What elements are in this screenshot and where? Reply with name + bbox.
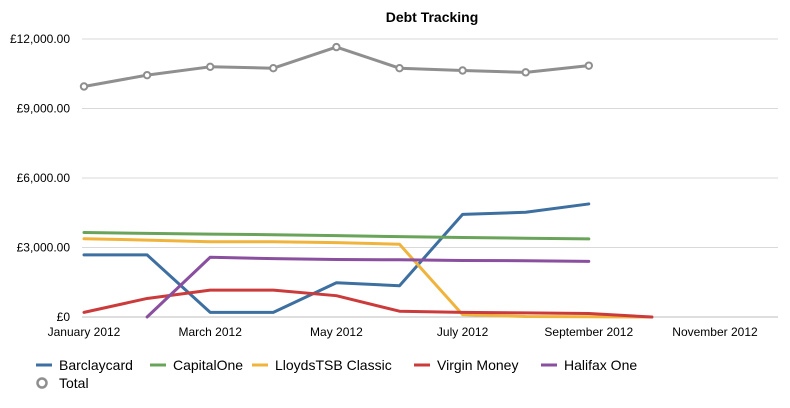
data-point-total bbox=[521, 68, 530, 77]
y-tick-label: £6,000.00 bbox=[17, 171, 71, 185]
legend-label: Virgin Money bbox=[437, 357, 518, 373]
x-tick-label: July 2012 bbox=[437, 325, 489, 339]
legend-item-halifax-one: Halifax One bbox=[541, 357, 637, 373]
series-capitalone bbox=[82, 230, 591, 241]
series-line-lloydstsb-classic bbox=[82, 237, 654, 319]
series-barclaycard bbox=[82, 202, 591, 314]
x-tick-label: November 2012 bbox=[672, 325, 758, 339]
data-point-total bbox=[332, 42, 341, 52]
data-point-total bbox=[79, 82, 89, 91]
data-point-total bbox=[584, 61, 593, 70]
legend-item-barclaycard: Barclaycard bbox=[36, 357, 133, 373]
legend-label: Total bbox=[59, 375, 89, 391]
series-line-capitalone bbox=[82, 230, 591, 241]
legend-item-virgin-money: Virgin Money bbox=[414, 357, 518, 373]
x-axis-tick-labels: January 2012 March 2012 May 2012 July 2012 S… bbox=[48, 325, 758, 339]
legend-item-capitalone: CapitalOne bbox=[150, 357, 243, 373]
legend-item-lloydstsb-classic: LloydsTSB Classic bbox=[252, 357, 392, 373]
series-halifax-one bbox=[145, 255, 591, 319]
y-tick-label: £3,000.00 bbox=[17, 241, 71, 255]
data-point-total bbox=[458, 66, 467, 75]
legend-label: Halifax One bbox=[564, 357, 637, 373]
series-lines bbox=[79, 42, 654, 319]
y-axis-tick-labels: £0 £3,000.00 £6,000.00 £9,000.00 £12,000.00 bbox=[10, 32, 70, 324]
data-point-total bbox=[395, 63, 404, 73]
series-line-barclaycard bbox=[82, 202, 591, 314]
series-line-virgin-money bbox=[82, 288, 654, 319]
x-tick-label: September 2012 bbox=[544, 325, 633, 339]
legend: Barclaycard CapitalOne LloydsTSB Classic Vi… bbox=[36, 357, 637, 391]
legend-label: Barclaycard bbox=[59, 357, 133, 373]
legend-item-total: Total bbox=[36, 375, 89, 391]
legend-label: CapitalOne bbox=[173, 357, 243, 373]
y-tick-label: £0 bbox=[57, 310, 71, 324]
series-total bbox=[79, 42, 593, 91]
series-line-total bbox=[82, 45, 591, 88]
legend-label: LloydsTSB Classic bbox=[275, 357, 392, 373]
x-tick-label: January 2012 bbox=[48, 325, 121, 339]
x-tick-label: March 2012 bbox=[179, 325, 243, 339]
series-virgin-money bbox=[82, 288, 654, 319]
series-lloydstsb-classic bbox=[82, 237, 654, 319]
y-gridlines bbox=[82, 38, 778, 318]
series-line-halifax-one bbox=[145, 255, 591, 319]
chart-title: Debt Tracking bbox=[386, 9, 479, 25]
data-point-total bbox=[269, 63, 278, 73]
y-tick-label: £9,000.00 bbox=[17, 102, 71, 116]
data-point-total bbox=[142, 70, 152, 80]
x-tick-label: May 2012 bbox=[310, 325, 363, 339]
data-point-total bbox=[206, 62, 215, 72]
y-tick-label: £12,000.00 bbox=[10, 32, 70, 46]
legend-marker bbox=[36, 377, 48, 389]
